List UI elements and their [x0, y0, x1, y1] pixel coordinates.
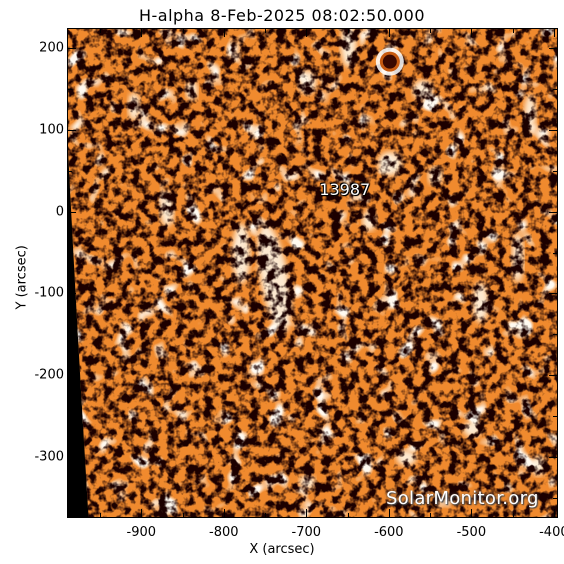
axis-tick [67, 252, 72, 254]
axis-tick [553, 28, 555, 37]
axis-tick [553, 334, 558, 336]
axis-tick [223, 28, 225, 37]
x-tick-label: -900 [126, 525, 157, 540]
axis-tick [471, 509, 473, 518]
axis-tick [306, 509, 308, 518]
x-tick-label: -400 [539, 525, 564, 540]
axis-tick [347, 28, 349, 33]
axis-tick [430, 513, 432, 518]
y-tick-label: -200 [34, 367, 64, 383]
axis-tick [430, 28, 432, 33]
sunspot-ring [382, 54, 397, 69]
axis-tick [549, 375, 558, 377]
axis-tick [100, 513, 101, 518]
solar-image [68, 29, 557, 517]
y-tick-label: -100 [34, 285, 64, 301]
axis-tick [67, 293, 76, 295]
axis-tick [549, 48, 558, 50]
axis-tick [100, 28, 101, 33]
axis-tick [67, 48, 76, 50]
axis-tick [471, 28, 473, 37]
axis-tick [67, 211, 76, 213]
axis-tick [223, 509, 225, 518]
axis-tick [388, 28, 390, 37]
axis-tick [67, 497, 72, 499]
axis-tick [553, 252, 558, 254]
axis-tick [67, 170, 72, 172]
x-tick-label: -500 [456, 525, 487, 540]
axis-tick [182, 513, 184, 518]
axis-tick [388, 509, 390, 518]
axis-tick [141, 509, 143, 518]
y-tick-label: 100 [39, 122, 64, 138]
x-tick-label: -700 [291, 525, 322, 540]
solarmonitor-watermark: SolarMonitor.org [386, 488, 539, 509]
axis-tick [549, 211, 558, 213]
axis-tick [67, 456, 76, 458]
axis-tick [553, 89, 558, 91]
axis-tick [265, 513, 267, 518]
axis-tick [67, 334, 72, 336]
axis-tick [553, 509, 555, 518]
x-tick-label: -800 [209, 525, 239, 540]
axis-tick [67, 130, 76, 132]
axis-tick [549, 130, 558, 132]
axis-tick [553, 497, 558, 499]
axis-tick [549, 293, 558, 295]
axis-tick [141, 28, 143, 37]
axis-tick [306, 28, 308, 37]
axis-tick [347, 513, 349, 518]
axis-tick [67, 375, 76, 377]
sunspot [375, 47, 404, 76]
x-axis-label: X (arcsec) [249, 542, 315, 557]
axis-tick [512, 513, 514, 518]
solar-image-frame [67, 28, 558, 518]
axis-tick [553, 170, 558, 172]
solar-disk [68, 29, 557, 517]
axis-tick [182, 28, 184, 33]
y-axis-label: Y (arcsec) [14, 245, 30, 310]
axis-tick [553, 415, 558, 417]
axis-tick [67, 89, 72, 91]
y-tick-label: -300 [34, 449, 64, 465]
y-tick-label: 200 [39, 40, 64, 56]
axis-tick [512, 28, 514, 33]
axis-tick [67, 415, 72, 417]
axis-tick [265, 28, 267, 33]
axis-tick [549, 456, 558, 458]
x-tick-label: -600 [374, 525, 404, 540]
active-region-label: 13987 [319, 179, 371, 199]
y-tick-label: 0 [55, 204, 64, 220]
plot-title: H-alpha 8-Feb-2025 08:02:50.000 [138, 6, 426, 25]
